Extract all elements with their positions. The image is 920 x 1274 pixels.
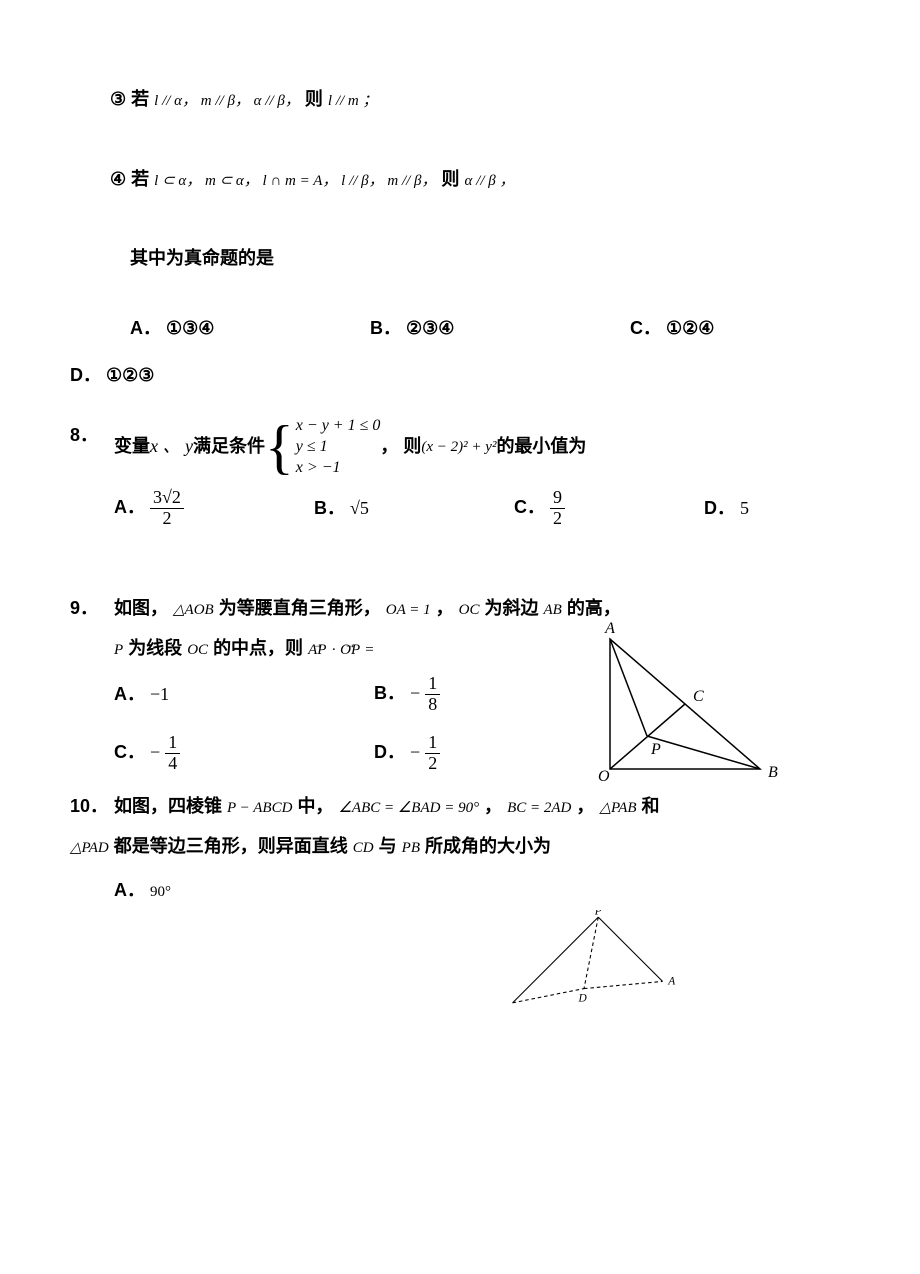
q9-num: 9． [70, 589, 114, 629]
triangle-figure: A B C O P [590, 619, 790, 789]
svg-text:A: A [604, 620, 615, 637]
statement-3: ③ 若 l // α， m // β， α // β， 则 l // m ； [110, 80, 850, 120]
q9-opt-a: A． −1 [114, 675, 374, 715]
q8-opt-a: A． 3√22 [114, 488, 314, 529]
ze-3: 则 [305, 89, 323, 109]
svg-text:P: P [650, 741, 661, 758]
svg-text:A: A [667, 975, 675, 987]
q8-num: 8． [70, 416, 114, 456]
brace-system: { x − y + 1 ≤ 0 y ≤ 1 x > −1 [265, 416, 380, 478]
ze-4: 则 [442, 169, 460, 189]
svg-text:C: C [693, 688, 704, 705]
q7-opt-a: A． ①③④ [130, 309, 370, 349]
q9-opt-d: D． − 12 [374, 733, 440, 774]
question-9: 9． 如图， △AOB 为等腰直角三角形， OA = 1 ， OC 为斜边 AB… [70, 589, 850, 773]
truth-prompt: 其中为真命题的是 [130, 239, 850, 279]
circled-3: ③ [110, 89, 126, 109]
stmt4-pre: l ⊂ α， m ⊂ α， l ∩ m = A， l // β， m // β， [154, 173, 436, 189]
q9-opt-c: C． − 14 [114, 733, 374, 774]
q8-opt-c: C． 92 [514, 488, 704, 529]
q7-opt-b: B． ②③④ [370, 309, 630, 349]
statement-4: ④ 若 l ⊂ α， m ⊂ α， l ∩ m = A， l // β， m /… [110, 160, 850, 200]
svg-text:D: D [577, 993, 587, 1005]
q8-opt-d: D． 5 [704, 489, 749, 529]
q9-opt-b: B． − 18 [374, 674, 440, 715]
circled-4: ④ [110, 169, 126, 189]
stmt4-post: α // β ， [465, 173, 515, 189]
q10-opt-a: A． 90° [114, 871, 850, 911]
stmt3-pre: l // α， m // β， α // β， [154, 93, 300, 109]
pyramid-figure: P A D [454, 910, 714, 1010]
q10-line2: △PAD 都是等边三角形，则异面直线 CD 与 PB 所成角的大小为 [70, 827, 850, 867]
q8-opt-b: B． √5 [314, 489, 514, 529]
q7-opt-d: D． ①②③ [70, 356, 850, 396]
q10-num: 10． [70, 787, 114, 827]
svg-text:O: O [598, 768, 610, 785]
svg-text:P: P [594, 910, 602, 917]
question-10: 10． 如图，四棱锥 P − ABCD 中， ∠ABC = ∠BAD = 90°… [70, 787, 850, 1010]
q7-opt-c: C． ①②④ [630, 309, 714, 349]
svg-text:B: B [768, 764, 778, 781]
question-8: 8． 变量 x 、 y 满足条件 { x − y + 1 ≤ 0 y ≤ 1 x… [70, 416, 850, 529]
q8-stem: 变量 x 、 y 满足条件 { x − y + 1 ≤ 0 y ≤ 1 x > … [114, 416, 850, 478]
q7-options: A． ①③④ B． ②③④ C． ①②④ D． ①②③ [70, 309, 850, 396]
ruo-4: 若 [131, 169, 149, 189]
q8-options: A． 3√22 B． √5 C． 92 D． 5 [114, 488, 850, 529]
ruo-3: 若 [131, 89, 149, 109]
q10-line1: 如图，四棱锥 P − ABCD 中， ∠ABC = ∠BAD = 90° ， B… [114, 787, 850, 827]
stmt3-post: l // m ； [328, 93, 378, 109]
